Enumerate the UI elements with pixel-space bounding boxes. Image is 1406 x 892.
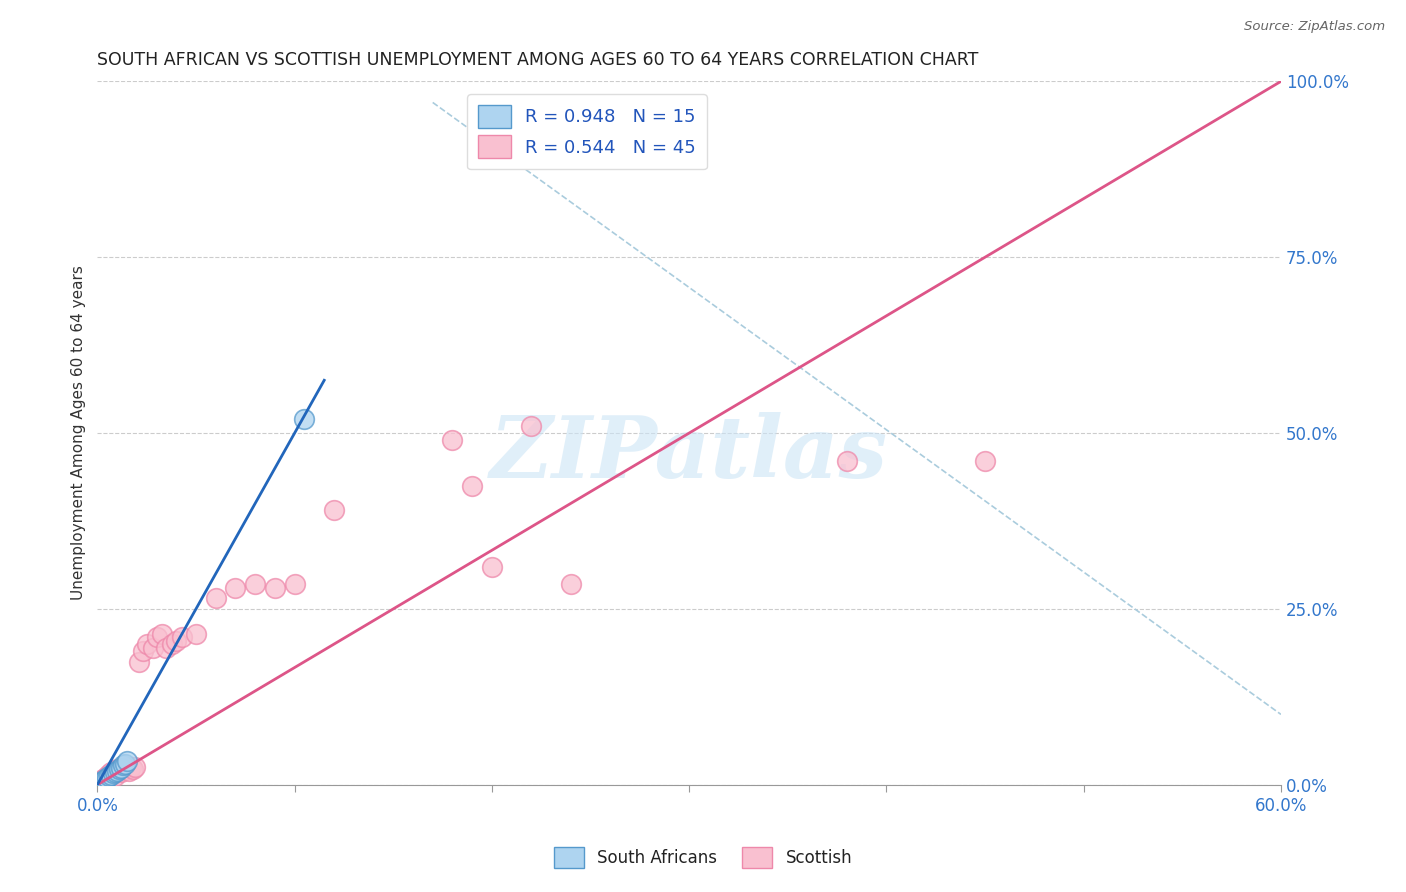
Point <box>974 454 997 468</box>
Point <box>104 769 127 783</box>
Point <box>145 630 167 644</box>
Point <box>98 769 121 783</box>
Point <box>91 773 114 788</box>
Point <box>184 626 207 640</box>
Point <box>264 581 287 595</box>
Point <box>128 655 150 669</box>
Point <box>101 766 124 780</box>
Point <box>96 771 118 785</box>
Point <box>461 479 484 493</box>
Point <box>441 433 464 447</box>
Point <box>162 637 184 651</box>
Point <box>165 633 187 648</box>
Point <box>152 626 174 640</box>
Point <box>835 454 858 468</box>
Point <box>108 764 131 778</box>
Point <box>100 769 122 783</box>
Point <box>284 577 307 591</box>
Point <box>110 765 132 780</box>
Point <box>91 772 114 786</box>
Point <box>108 762 131 776</box>
Point <box>114 760 136 774</box>
Legend: South Africans, Scottish: South Africans, Scottish <box>547 840 859 875</box>
Point <box>323 503 346 517</box>
Y-axis label: Unemployment Among Ages 60 to 64 years: Unemployment Among Ages 60 to 64 years <box>72 266 86 600</box>
Point <box>132 644 155 658</box>
Text: ZIPatlas: ZIPatlas <box>491 412 889 496</box>
Point <box>114 756 136 771</box>
Point <box>94 772 117 786</box>
Point <box>172 630 194 644</box>
Point <box>96 772 118 786</box>
Point <box>124 760 146 774</box>
Point <box>100 765 122 780</box>
Point <box>142 640 165 655</box>
Point <box>98 767 121 781</box>
Point <box>111 758 134 772</box>
Point <box>105 762 128 776</box>
Point <box>520 419 543 434</box>
Point <box>110 761 132 775</box>
Point <box>90 774 112 789</box>
Point <box>111 762 134 776</box>
Point <box>115 762 138 776</box>
Point <box>243 577 266 591</box>
Legend: R = 0.948   N = 15, R = 0.544   N = 45: R = 0.948 N = 15, R = 0.544 N = 45 <box>467 94 707 169</box>
Point <box>105 764 128 778</box>
Point <box>224 581 246 595</box>
Text: Source: ZipAtlas.com: Source: ZipAtlas.com <box>1244 20 1385 33</box>
Point <box>560 577 582 591</box>
Point <box>115 754 138 768</box>
Point <box>481 559 503 574</box>
Point <box>121 762 143 776</box>
Text: SOUTH AFRICAN VS SCOTTISH UNEMPLOYMENT AMONG AGES 60 TO 64 YEARS CORRELATION CHA: SOUTH AFRICAN VS SCOTTISH UNEMPLOYMENT A… <box>97 51 979 69</box>
Point <box>94 771 117 785</box>
Point <box>118 764 141 778</box>
Point <box>155 640 177 655</box>
Point <box>90 775 112 789</box>
Point <box>101 767 124 781</box>
Point <box>120 760 142 774</box>
Point <box>294 412 316 426</box>
Point <box>204 591 226 606</box>
Point <box>100 768 122 782</box>
Point <box>105 765 128 780</box>
Point <box>96 769 118 783</box>
Point <box>104 765 127 780</box>
Point <box>135 637 157 651</box>
